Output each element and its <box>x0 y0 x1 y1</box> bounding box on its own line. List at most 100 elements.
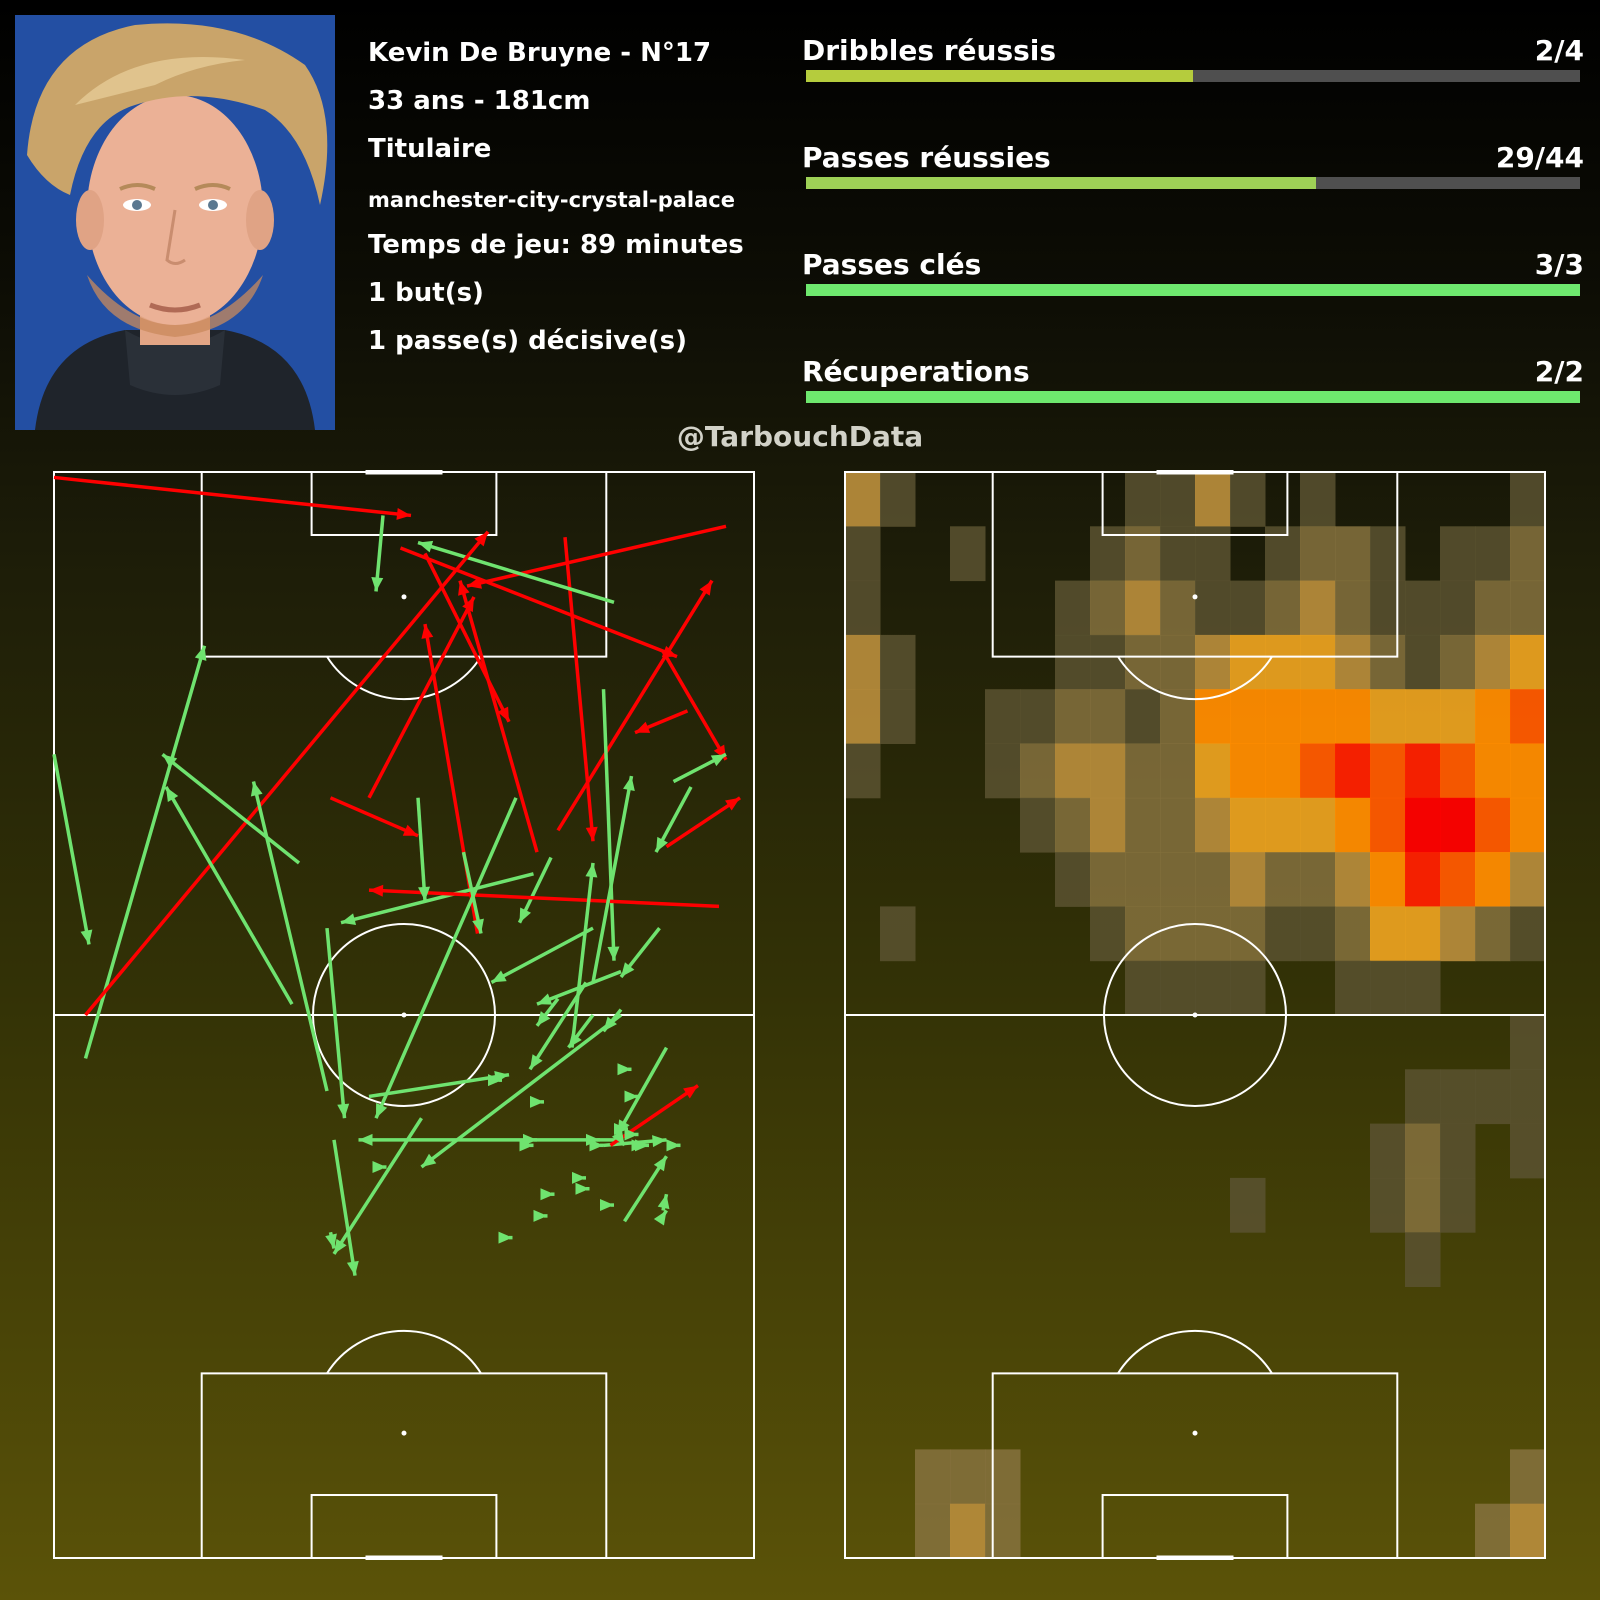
heatmap-cell <box>1335 797 1371 853</box>
heatmap-cell <box>1510 852 1546 907</box>
pass-failed <box>53 475 412 520</box>
pass-line <box>53 475 412 518</box>
pass-arrowhead <box>683 1085 698 1099</box>
heatmap-cell <box>1230 689 1266 744</box>
pass-arrowhead <box>666 1139 681 1152</box>
heatmap-cell <box>1160 634 1196 690</box>
penalty-area-bottom <box>200 1372 608 1559</box>
heatmap-cell <box>985 1449 1021 1505</box>
pass-arrowhead <box>575 1182 590 1195</box>
stat-bar-fill <box>806 177 1317 189</box>
pass-successful <box>635 1139 649 1152</box>
pass-line <box>329 796 419 838</box>
heatmap-cell <box>1440 1123 1476 1179</box>
stat-label: Dribbles réussis <box>802 34 1057 67</box>
pass-arrowhead <box>194 645 207 661</box>
pass-successful <box>570 862 598 1048</box>
pass-line <box>416 797 427 902</box>
heatmap-cell <box>1230 580 1266 636</box>
penalty-spot-top <box>401 594 407 600</box>
pass-arrowhead <box>585 862 598 878</box>
pass-arrowhead <box>657 1194 670 1210</box>
pass-failed <box>329 796 419 838</box>
heatmap-cell <box>1265 689 1301 744</box>
heatmap-cell <box>1300 852 1336 907</box>
heatmap-cell <box>1055 852 1091 907</box>
passes <box>52 475 741 1276</box>
pass-successful <box>371 515 385 592</box>
heatmap-cell <box>1125 797 1161 853</box>
heatmap-cell <box>1230 852 1266 907</box>
pass-line <box>325 927 347 1119</box>
pass-line <box>161 752 301 865</box>
pass-arrowhead <box>621 962 635 977</box>
heatmap-cell <box>1370 906 1406 962</box>
player-portrait-icon <box>15 15 335 430</box>
pass-arrowhead <box>572 1171 586 1184</box>
heatmap-cell <box>1160 960 1196 1016</box>
heatmap-cell <box>1230 634 1266 690</box>
pass-arrowhead <box>334 1238 347 1254</box>
heatmap-cell <box>1265 797 1301 853</box>
stat-bar-fill <box>806 391 1580 403</box>
heatmap-cell <box>1300 743 1336 799</box>
pass-failed <box>399 546 678 659</box>
pass-line <box>556 579 714 832</box>
stat-label: Passes clés <box>802 248 982 281</box>
heatmap-cell <box>1510 580 1546 636</box>
heatmap-cell <box>1195 472 1231 527</box>
pass-successful <box>535 997 560 1027</box>
pass-arrowhead <box>624 1090 639 1103</box>
heatmap-cell <box>1090 689 1126 744</box>
pass-arrowhead <box>523 1133 537 1146</box>
heatmap-cell <box>1230 472 1266 527</box>
heatmap-cell <box>1055 634 1091 690</box>
stat-value: 29/44 <box>1495 141 1584 174</box>
heatmap-cell <box>1440 634 1476 690</box>
pass-line <box>251 781 329 1092</box>
heatmap-cell <box>845 526 881 582</box>
player-photo <box>15 15 335 430</box>
pitch-lines <box>844 470 1546 1560</box>
pass-successful <box>666 1139 681 1152</box>
heatmap-cell <box>1090 797 1126 853</box>
pass-arrowhead <box>166 786 179 803</box>
pass-line <box>591 775 634 983</box>
heatmap-cell <box>1475 634 1511 690</box>
pass-arrowhead <box>80 929 93 945</box>
pass-arrowhead <box>162 754 178 768</box>
stat-bar-track <box>806 391 1580 403</box>
heatmap-cell <box>1475 906 1511 962</box>
heatmap-cell <box>915 1503 951 1559</box>
pass-successful <box>624 1090 639 1103</box>
goals-count: 1 but(s) <box>368 278 484 308</box>
pass-arrowhead <box>530 1054 543 1070</box>
heatmap-cell <box>1405 1232 1441 1287</box>
heatmap-cell <box>1125 580 1161 636</box>
watermark-handle: @TarbouchData <box>676 420 924 453</box>
pass-arrowhead <box>497 706 509 722</box>
pass-arrowhead <box>491 970 507 983</box>
heatmap-cell <box>1370 852 1406 907</box>
pass-line <box>423 552 511 723</box>
pass-arrowhead <box>710 754 726 767</box>
heatmap-cell <box>845 634 881 690</box>
heatmap-cell <box>1510 1069 1546 1125</box>
pass-successful <box>586 1133 600 1146</box>
heatmap-cell <box>1055 797 1091 853</box>
heatmap-cell <box>1405 743 1441 799</box>
heatmap-cell <box>1475 526 1511 582</box>
heatmap-cell <box>1510 797 1546 853</box>
player-name-number: Kevin De Bruyne - N°17 <box>368 38 712 68</box>
heatmap-cell <box>1265 634 1301 690</box>
pass-failed <box>466 524 727 589</box>
heatmap-cell <box>1195 906 1231 962</box>
pass-line <box>615 1046 669 1136</box>
heatmap-cell <box>1300 634 1336 690</box>
heatmap-cell <box>1300 797 1336 853</box>
stat-bar-track <box>806 284 1580 296</box>
heatmap-cell <box>1300 472 1336 527</box>
heatmap-cell <box>1335 580 1371 636</box>
pass-line <box>83 645 207 1059</box>
pass-successful <box>416 797 431 902</box>
